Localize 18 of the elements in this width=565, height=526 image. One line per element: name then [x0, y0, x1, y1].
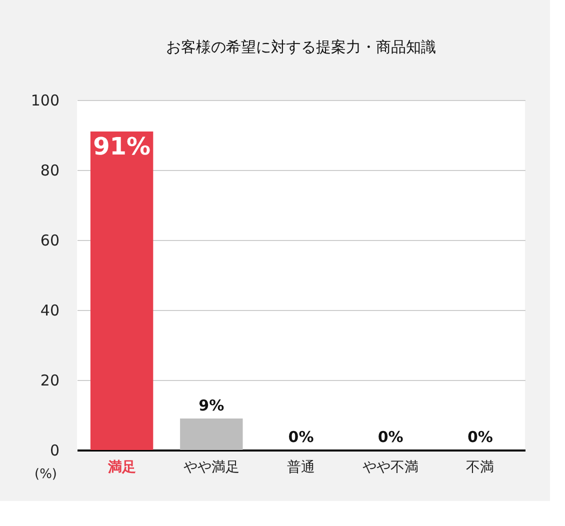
data-label: 9% [198, 396, 224, 414]
data-label: 0% [467, 428, 493, 446]
y-tick-label: 20 [40, 372, 60, 390]
y-tick-label: 80 [40, 162, 60, 180]
x-tick-label: 普通 [287, 458, 315, 476]
x-tick-label: 満足 [106, 460, 136, 476]
data-label: 0% [378, 428, 404, 446]
y-tick-label: 100 [30, 92, 60, 110]
data-label: 0% [288, 428, 314, 446]
chart-title: お客様の希望に対する提案力・商品知識 [166, 38, 436, 56]
data-label: 91% [93, 132, 151, 160]
y-tick-label: 60 [40, 232, 60, 250]
y-axis-title: (%) [34, 467, 57, 482]
x-tick-label: 不満 [466, 460, 494, 476]
y-tick-label: 0 [50, 442, 60, 460]
x-tick-label: やや不満 [362, 460, 419, 476]
x-tick-label: やや満足 [183, 460, 240, 476]
y-tick-label: 40 [40, 302, 60, 320]
